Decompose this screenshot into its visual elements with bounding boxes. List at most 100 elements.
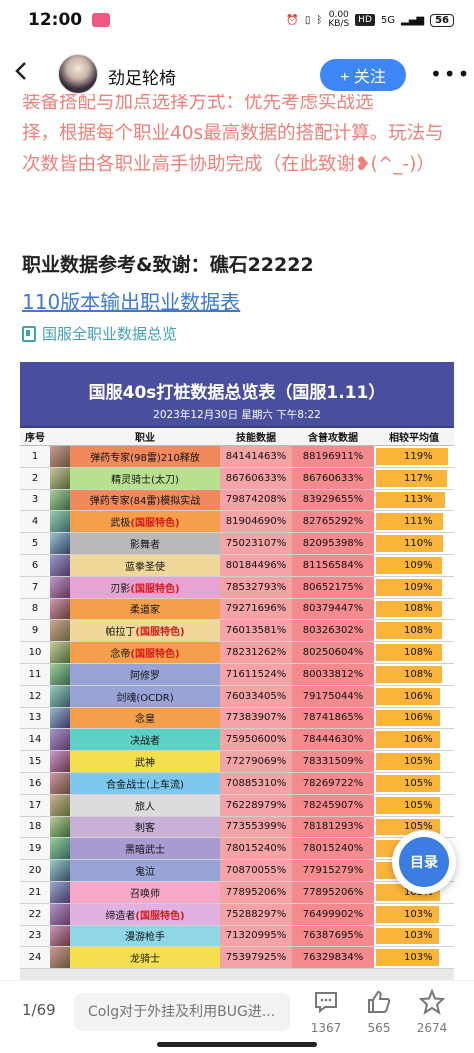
job-name: 黑暗武士 (125, 845, 165, 857)
job-name: 精灵骑士(太刀) (111, 474, 179, 486)
back-arrow-icon[interactable] (14, 60, 38, 88)
bookmark-icon (22, 325, 36, 342)
avg-value: 109% (404, 581, 433, 593)
job-name: 蓝拳圣使 (125, 561, 165, 573)
table-header: 序号 职业 技能数据 含普攻数据 相较平均值 (20, 428, 454, 446)
total-value: 80652175% (292, 576, 374, 598)
job-name: 柔道家 (130, 605, 160, 617)
job-name: 剑魂(OCDR) (116, 692, 174, 704)
like-action[interactable]: 565 (357, 989, 401, 1035)
job-cell: 黑暗武士 (70, 838, 220, 860)
total-value: 79175044% (292, 685, 374, 707)
article-paragraph: 择，根据每个职业40s最高数据的搭配计算。玩法与次数皆由各职业高手协助完成（在此… (22, 123, 444, 175)
avg-value: 103% (404, 908, 433, 920)
skill-value: 76033405% (220, 685, 292, 707)
dps-table-image[interactable]: 国服40s打桩数据总览表（国服1.11） 2023年12月30日 星期六 下午8… (20, 362, 454, 982)
total-value: 80250604% (292, 642, 374, 663)
job-portrait (50, 816, 70, 838)
avg-bar (376, 796, 440, 814)
skill-value: 75397925% (220, 947, 292, 969)
job-portrait (50, 947, 70, 969)
total-value: 80033812% (292, 663, 374, 685)
home-indicator[interactable] (157, 1042, 317, 1047)
row-number: 8 (20, 598, 50, 620)
skill-value: 77895206% (220, 881, 292, 903)
skill-value: 81904690% (220, 511, 292, 533)
row-number: 11 (20, 663, 50, 685)
job-name: 弹药专家(84雷)模拟实战 (89, 496, 201, 508)
job-name: 鬼泣 (135, 867, 155, 879)
row-number: 1 (20, 446, 50, 467)
skill-value: 70885310% (220, 772, 292, 794)
avg-value: 108% (404, 603, 433, 615)
skill-value: 79874208% (220, 489, 292, 511)
table-row: 4 武极 (国服特色) 81904690% 82765292% 111% (20, 511, 454, 534)
avg-bar (376, 644, 442, 661)
page-count: 1/69 (22, 1001, 56, 1019)
catalog-button[interactable]: 目录 (392, 830, 456, 894)
skill-value: 70870055% (220, 860, 292, 881)
skill-value: 77279069% (220, 751, 292, 772)
job-name: 武极 (110, 518, 131, 530)
avg-bar (376, 578, 442, 596)
avg-cell: 113% (374, 489, 454, 511)
avg-bar (376, 535, 443, 552)
skill-value: 78015240% (220, 838, 292, 860)
avg-bar (376, 600, 442, 618)
table-banner: 国服40s打桩数据总览表（国服1.11） 2023年12月30日 星期六 下午8… (20, 362, 454, 428)
avg-bar (376, 731, 440, 749)
total-value: 76499902% (292, 903, 374, 925)
avg-cell: 108% (374, 598, 454, 620)
job-name: 帕拉丁 (105, 627, 136, 639)
avg-value: 106% (404, 690, 433, 702)
row-number: 20 (20, 860, 50, 881)
comment-input[interactable] (74, 993, 290, 1031)
avg-cell: 103% (374, 903, 454, 925)
job-portrait (50, 925, 70, 947)
job-cell: 精灵骑士(太刀) (70, 467, 220, 489)
author-avatar[interactable] (58, 54, 98, 94)
job-name: 缔造者 (105, 910, 136, 922)
comment-icon (304, 989, 348, 1015)
favorite-action[interactable]: 2674 (410, 989, 454, 1035)
more-options-icon[interactable]: ••• (430, 62, 472, 86)
job-cell: 蓝拳圣使 (70, 554, 220, 576)
table-row: 24 龙骑士 75397925% 76329834% 103% (20, 947, 454, 970)
avg-value: 106% (404, 734, 433, 746)
bluetooth-icon: ᛒ (316, 14, 323, 26)
table-row: 7 刃影 (国服特色) 78532793% 80652175% 109% (20, 576, 454, 599)
job-name: 决战者 (130, 736, 160, 748)
total-value: 78015240% (292, 838, 374, 860)
like-count: 565 (367, 1021, 391, 1035)
job-name: 刃影 (110, 583, 131, 595)
table-title: 国服40s打桩数据总览表（国服1.11） (88, 383, 386, 403)
avg-cell: 106% (374, 685, 454, 707)
net-speed: 0.00 KB/S (328, 11, 349, 29)
author-name[interactable]: 劲足轮椅 (108, 69, 176, 89)
alarm-icon: ⏰ (286, 14, 299, 26)
article-body: 装备搭配与加点选择方式：优先考虑实战选 择，根据每个职业40s最高数据的搭配计算… (22, 86, 462, 180)
status-time: 12:00 (28, 10, 83, 30)
skill-value: 84141463% (220, 446, 292, 467)
row-number: 2 (20, 467, 50, 489)
data-table-link[interactable]: 110版本输出职业数据表 (22, 290, 241, 314)
avg-cell: 111% (374, 511, 454, 533)
total-value: 83929655% (292, 489, 374, 511)
comment-count: 1367 (310, 1021, 342, 1035)
total-value: 82095398% (292, 533, 374, 554)
avg-cell: 108% (374, 620, 454, 642)
total-value: 86760633% (292, 467, 374, 489)
job-cell: 阿修罗 (70, 663, 220, 685)
job-cell: 刃影 (国服特色) (70, 576, 220, 598)
skill-value: 75023107% (220, 533, 292, 554)
avg-value: 105% (404, 777, 433, 789)
total-value: 88196911% (292, 446, 374, 467)
job-portrait (50, 794, 70, 816)
overview-nav-chip[interactable]: 国服全职业数据总览 (22, 323, 177, 344)
table-row: 8 柔道家 79271696% 80379447% 108% (20, 598, 454, 621)
thumbs-up-icon (357, 989, 401, 1015)
comment-action[interactable]: 1367 (304, 989, 348, 1035)
follow-button[interactable]: + 关注 (320, 59, 406, 91)
